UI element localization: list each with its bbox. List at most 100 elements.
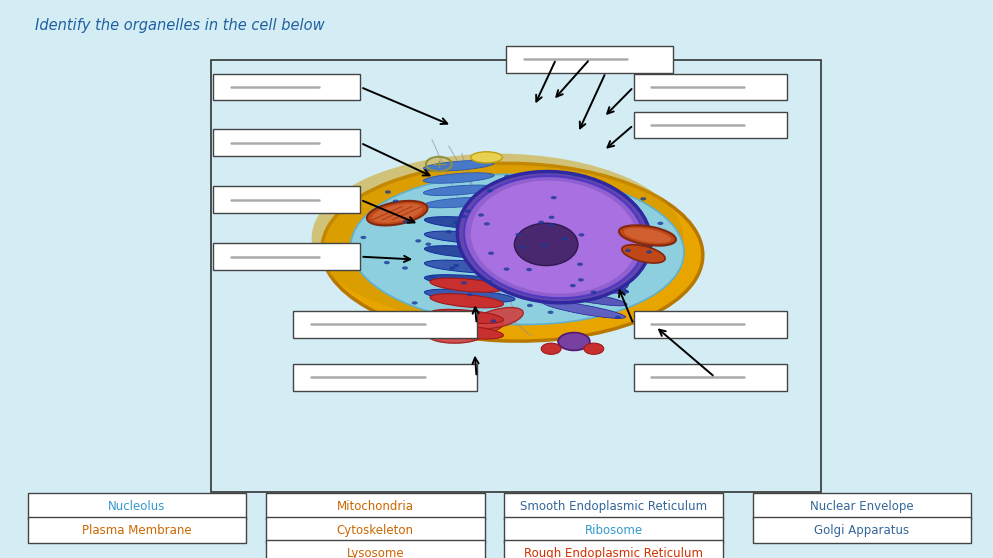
Ellipse shape — [427, 326, 483, 343]
Ellipse shape — [424, 275, 515, 288]
Circle shape — [487, 280, 493, 283]
Circle shape — [412, 301, 418, 305]
Bar — [753, 517, 971, 543]
Circle shape — [465, 209, 471, 213]
Bar — [634, 364, 787, 391]
Text: Nucleolus: Nucleolus — [108, 500, 166, 513]
Ellipse shape — [471, 181, 638, 294]
Circle shape — [515, 233, 521, 236]
Circle shape — [385, 190, 391, 194]
Ellipse shape — [423, 185, 495, 195]
Bar — [266, 540, 485, 558]
Ellipse shape — [464, 176, 644, 298]
Bar — [213, 243, 360, 270]
Ellipse shape — [424, 231, 515, 244]
Circle shape — [449, 267, 455, 270]
Ellipse shape — [542, 301, 626, 319]
Circle shape — [402, 220, 408, 223]
Circle shape — [360, 236, 366, 239]
Ellipse shape — [430, 294, 503, 308]
Circle shape — [461, 281, 467, 285]
Circle shape — [430, 275, 436, 278]
Circle shape — [489, 252, 495, 255]
Ellipse shape — [424, 289, 515, 302]
Ellipse shape — [424, 260, 515, 273]
Circle shape — [453, 264, 459, 267]
Circle shape — [425, 243, 431, 246]
Circle shape — [491, 319, 496, 323]
Ellipse shape — [514, 223, 578, 266]
Text: Nuclear Envelope: Nuclear Envelope — [810, 500, 914, 513]
Text: Mitochondria: Mitochondria — [337, 500, 414, 513]
Circle shape — [392, 200, 398, 203]
Bar — [504, 493, 723, 520]
Bar — [634, 74, 787, 100]
Text: Plasma Membrane: Plasma Membrane — [82, 523, 192, 537]
Ellipse shape — [458, 171, 650, 303]
Circle shape — [591, 291, 597, 294]
Bar — [293, 364, 477, 391]
Text: Golgi Apparatus: Golgi Apparatus — [814, 523, 910, 537]
Bar — [506, 46, 673, 73]
Circle shape — [541, 243, 547, 247]
Circle shape — [640, 197, 646, 200]
Ellipse shape — [555, 265, 631, 281]
Text: Lysosome: Lysosome — [347, 547, 404, 558]
Bar — [28, 517, 246, 543]
Bar — [504, 540, 723, 558]
Circle shape — [611, 280, 629, 290]
Circle shape — [504, 175, 510, 178]
Circle shape — [657, 222, 663, 225]
Ellipse shape — [450, 318, 503, 335]
Circle shape — [548, 223, 554, 227]
Circle shape — [527, 304, 533, 307]
Ellipse shape — [430, 325, 503, 339]
Ellipse shape — [423, 173, 495, 183]
Circle shape — [538, 220, 544, 224]
Bar — [634, 112, 787, 138]
Circle shape — [578, 278, 584, 282]
Text: Rough Endoplasmic Reticulum: Rough Endoplasmic Reticulum — [524, 547, 703, 558]
Circle shape — [415, 239, 421, 243]
Ellipse shape — [430, 309, 503, 324]
Ellipse shape — [366, 201, 428, 225]
Circle shape — [573, 173, 579, 176]
Text: Identify the organelles in the cell below: Identify the organelles in the cell belo… — [35, 18, 325, 33]
Ellipse shape — [322, 163, 703, 341]
Ellipse shape — [312, 153, 683, 323]
Circle shape — [478, 213, 484, 217]
Ellipse shape — [423, 161, 495, 171]
Text: Smooth Endoplasmic Reticulum: Smooth Endoplasmic Reticulum — [520, 500, 707, 513]
Circle shape — [577, 263, 583, 266]
Bar — [213, 186, 360, 213]
Bar — [266, 493, 485, 520]
Bar — [28, 493, 246, 520]
Ellipse shape — [622, 245, 665, 263]
Bar — [266, 517, 485, 543]
Circle shape — [602, 262, 622, 273]
Circle shape — [446, 230, 452, 233]
Ellipse shape — [430, 278, 503, 292]
Ellipse shape — [424, 217, 515, 230]
Ellipse shape — [424, 246, 515, 259]
Circle shape — [384, 261, 390, 264]
Ellipse shape — [474, 307, 523, 329]
Circle shape — [625, 249, 631, 252]
Circle shape — [484, 222, 490, 225]
Circle shape — [461, 215, 467, 218]
Ellipse shape — [471, 152, 502, 163]
Circle shape — [541, 343, 561, 354]
Ellipse shape — [564, 240, 634, 256]
Bar — [213, 74, 360, 100]
Circle shape — [454, 220, 460, 224]
Ellipse shape — [560, 253, 632, 268]
Circle shape — [467, 293, 473, 296]
Bar — [504, 517, 723, 543]
Circle shape — [551, 196, 557, 199]
Circle shape — [570, 284, 576, 287]
Circle shape — [561, 237, 567, 240]
Circle shape — [646, 250, 652, 253]
Ellipse shape — [371, 204, 423, 223]
Circle shape — [503, 267, 509, 271]
Bar — [634, 311, 787, 338]
